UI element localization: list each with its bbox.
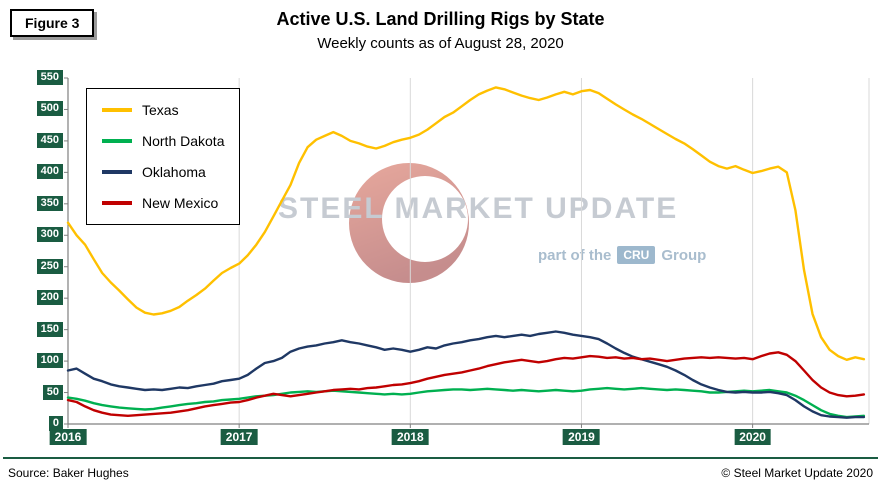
y-axis-tick-label: 500: [36, 101, 63, 117]
x-axis-tick-label: 2018: [391, 429, 429, 445]
north-dakota-line-swatch: [102, 139, 132, 143]
chart-title: Active U.S. Land Drilling Rigs by State: [276, 9, 605, 29]
y-axis-tick-label: 300: [36, 227, 63, 243]
chart-legend: Texas North Dakota Oklahoma New Mexico: [86, 88, 241, 225]
legend-label-north-dakota: North Dakota: [142, 133, 225, 149]
x-axis-tick-label: 2016: [49, 429, 87, 445]
y-axis-tick-label: 200: [36, 290, 63, 306]
oklahoma-line-swatch: [102, 170, 132, 174]
watermark-tagline-suffix: Group: [661, 246, 707, 264]
footer-divider: [3, 457, 878, 459]
y-axis-tick-label: 250: [36, 258, 63, 274]
legend-item-texas: Texas: [102, 102, 224, 118]
watermark-brand-text: STEEL MARKET UPDATE: [278, 192, 679, 225]
chart-subtitle: Weekly counts as of August 28, 2020: [317, 35, 564, 52]
legend-item-oklahoma: Oklahoma: [102, 164, 224, 180]
series-line-north-dakota: [66, 386, 866, 419]
watermark-tagline-prefix: part of the: [538, 246, 612, 264]
legend-label-oklahoma: Oklahoma: [142, 164, 206, 180]
smu-watermark: STEEL MARKET UPDATE part of the CRU Grou…: [278, 158, 708, 290]
new-mexico-line-swatch: [102, 201, 132, 205]
x-axis-tick-label: 2020: [734, 429, 771, 445]
y-axis-tick-label: 350: [36, 195, 63, 211]
y-axis-tick-label: 550: [36, 70, 63, 85]
legend-item-new-mexico: New Mexico: [102, 195, 224, 211]
legend-label-texas: Texas: [142, 102, 179, 118]
y-axis-tick-label: 450: [36, 132, 63, 148]
copyright-notice: © Steel Market Update 2020: [721, 466, 873, 480]
x-axis-tick-label: 2017: [220, 429, 258, 445]
x-axis-tick-label: 2019: [563, 429, 600, 445]
cru-badge: CRU: [617, 246, 656, 264]
legend-item-north-dakota: North Dakota: [102, 133, 224, 149]
series-line-new-mexico: [66, 351, 866, 417]
figure-number-badge: Figure 3: [10, 9, 95, 37]
y-axis-tick-label: 150: [36, 321, 63, 337]
y-axis-tick-label: 0: [48, 416, 63, 431]
legend-label-new-mexico: New Mexico: [142, 195, 219, 211]
texas-line-swatch: [102, 108, 132, 112]
series-line-oklahoma: [66, 330, 866, 419]
y-axis-tick-label: 100: [36, 353, 63, 369]
y-axis-tick-label: 50: [42, 384, 63, 400]
y-axis-tick-label: 400: [36, 164, 63, 180]
watermark-tagline: part of the CRU Group: [538, 246, 706, 264]
source-attribution: Source: Baker Hughes: [8, 466, 129, 480]
